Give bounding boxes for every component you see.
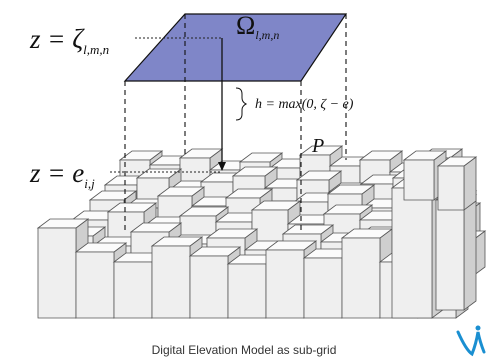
zeta-level-label: z = ζl,m,n — [29, 24, 109, 57]
omega-label: Ωl,m,n — [236, 11, 279, 42]
point-p-label: P — [311, 135, 324, 157]
projection-lines — [124, 14, 347, 232]
diagram-caption: Digital Elevation Model as sub-grid — [152, 343, 337, 357]
terrain-block — [436, 156, 478, 211]
height-arrowhead — [218, 162, 226, 171]
e-level-label: z = ei,j — [29, 158, 95, 191]
height-brace — [235, 87, 248, 121]
height-formula: h = max(0, ζ − e) — [255, 97, 354, 112]
terrain-blocks — [36, 145, 487, 319]
corner-logo — [456, 325, 486, 357]
